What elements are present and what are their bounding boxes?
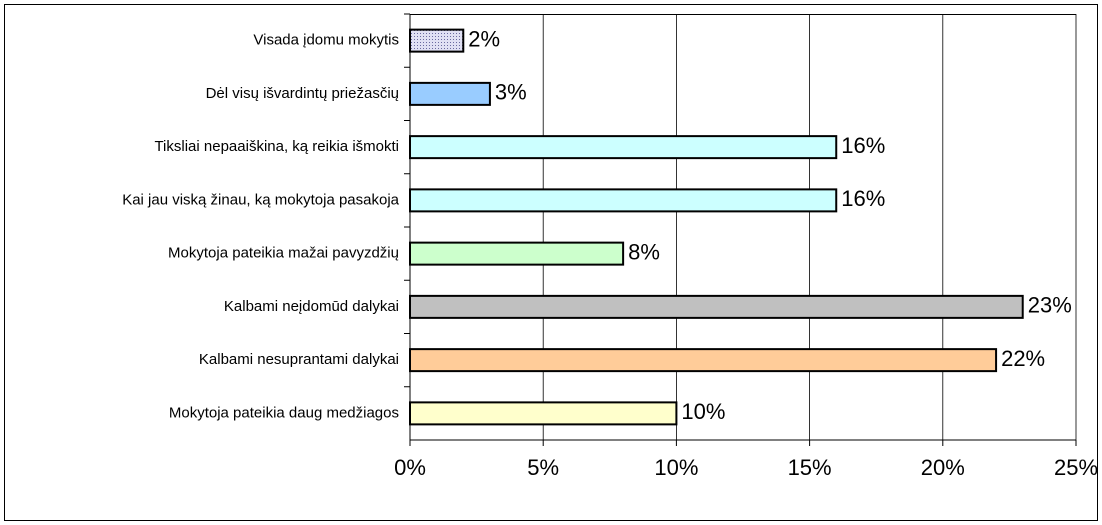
- bar: [409, 401, 678, 426]
- y-tick-label: Tiksliai nepaaiškina, ką reikia išmokti: [154, 138, 399, 155]
- y-tick-label: Kalbami nesuprantami dalykai: [199, 351, 399, 368]
- x-tick-label: 20%: [921, 455, 965, 480]
- bar: [409, 81, 491, 106]
- y-tick-label: Mokytoja pateikia mažai pavyzdžių: [168, 245, 399, 262]
- y-tick-label: Kalbami neįdomūd dalykai: [224, 298, 399, 315]
- value-label: 16%: [841, 133, 885, 158]
- x-tick-label: 5%: [527, 455, 559, 480]
- bar: [409, 348, 998, 373]
- x-tick-label: 0%: [394, 455, 426, 480]
- bar: [409, 294, 1024, 319]
- y-tick-label: Kai jau viską žinau, ką mokytoja pasakoj…: [122, 191, 399, 208]
- x-tick-label: 15%: [788, 455, 832, 480]
- y-tick-label: Visada įdomu mokytis: [253, 32, 399, 49]
- value-label: 10%: [681, 399, 725, 424]
- value-label: 2%: [468, 26, 500, 51]
- bar: [409, 241, 625, 266]
- value-label: 8%: [628, 239, 660, 264]
- y-tick-label: Mokytoja pateikia daug medžiagos: [169, 404, 399, 421]
- bar: [409, 188, 838, 213]
- bar: [409, 135, 838, 160]
- value-label: 16%: [841, 186, 885, 211]
- x-tick-label: 25%: [1054, 455, 1098, 480]
- y-tick-label: Dėl visų išvardintų priežasčių: [206, 85, 399, 102]
- value-label: 22%: [1001, 346, 1045, 371]
- bar: [409, 28, 465, 53]
- x-tick-label: 10%: [654, 455, 698, 480]
- value-label: 3%: [495, 80, 527, 105]
- value-label: 23%: [1028, 293, 1072, 318]
